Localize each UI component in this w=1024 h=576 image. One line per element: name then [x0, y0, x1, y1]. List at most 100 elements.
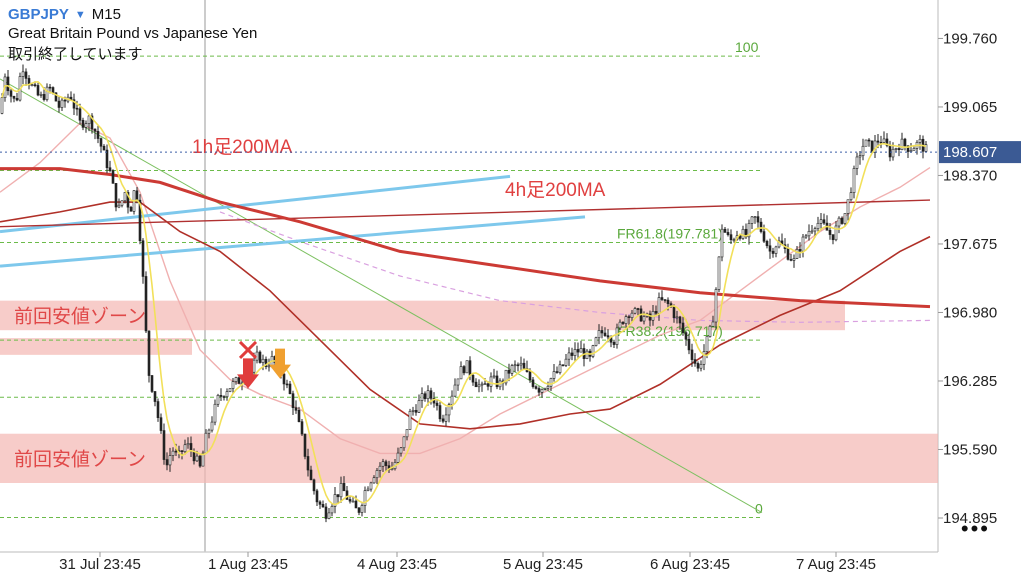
candle-body: [6, 76, 10, 92]
candle-body: [660, 297, 664, 300]
candle-body: [219, 395, 223, 397]
arrow-down-icon: [269, 348, 291, 379]
candle-body: [723, 228, 727, 233]
symbol-selector[interactable]: GBPJPY: [8, 6, 69, 23]
candle-body: [369, 482, 373, 490]
candle-body: [330, 506, 334, 514]
more-options-icon[interactable]: •••: [960, 516, 990, 541]
y-tick-label: 196.285: [943, 373, 997, 390]
symbol-description: Great Britain Pound vs Japanese Yen: [8, 25, 258, 42]
candle-body: [594, 337, 598, 346]
candle-body: [483, 383, 487, 385]
candle-body: [327, 512, 331, 519]
candle-body: [621, 321, 625, 324]
candle-body: [84, 123, 88, 128]
candle-body: [408, 411, 412, 430]
candle-body: [192, 450, 196, 462]
candle-body: [318, 501, 322, 505]
candle-body: [297, 409, 301, 422]
x-tick-label: 5 Aug 23:45: [503, 556, 583, 573]
candle-body: [507, 369, 511, 374]
candle-body: [675, 316, 679, 319]
candle-body: [204, 432, 208, 454]
candle-body: [99, 138, 103, 147]
candle-body: [183, 444, 187, 452]
candle-body: [453, 384, 457, 397]
candle-body: [111, 170, 115, 184]
candle-body: [171, 450, 175, 456]
candle-body: [558, 364, 562, 373]
candle-body: [381, 461, 385, 467]
candle-body: [792, 258, 796, 261]
candle-body: [654, 311, 658, 314]
candle-body: [123, 192, 127, 202]
candle-body: [222, 396, 226, 398]
candle-body: [198, 455, 202, 467]
trendline-blue: [0, 174, 511, 234]
candle-body: [891, 148, 895, 158]
axis-layer: 199.760 199.065 198.370 197.675 196.980 196.2…: [0, 30, 1021, 573]
y-tick-label: 195.590: [943, 441, 997, 458]
candle-body: [855, 156, 859, 169]
candle-body: [429, 390, 433, 399]
candle-body: [834, 225, 838, 241]
candle-body: [312, 479, 316, 492]
candle-body: [45, 86, 49, 100]
ma-fast-line: [1, 80, 927, 506]
candle-body: [681, 322, 685, 333]
candle-body: [696, 363, 700, 369]
ma-annotation: 1h足200MA: [192, 137, 293, 158]
candle-body: [732, 239, 736, 242]
candle-body: [492, 375, 496, 378]
candle-body: [174, 450, 178, 453]
candle-body: [630, 312, 634, 318]
candle-body: [378, 465, 382, 471]
candle-body: [699, 363, 703, 369]
candle-body: [519, 362, 523, 366]
x-tick-label: 7 Aug 23:45: [796, 556, 876, 573]
candle-body: [36, 85, 40, 96]
candle-body: [759, 221, 763, 232]
candle-body: [897, 148, 901, 150]
candle-body: [579, 348, 583, 353]
candle-body: [564, 358, 568, 366]
candle-body: [141, 240, 145, 277]
candle-body: [375, 470, 379, 479]
x-tick-label: 1 Aug 23:45: [208, 556, 288, 573]
timeframe-label[interactable]: M15: [91, 6, 121, 23]
ma200-4h-line: [0, 199, 931, 228]
candle-body: [576, 349, 580, 353]
candle-body: [12, 96, 16, 99]
fibo-level-label: 100: [735, 39, 759, 55]
y-tick-label: 198.370: [943, 167, 997, 184]
candle-body: [162, 430, 166, 460]
candle-body: [738, 235, 742, 239]
candle-body: [753, 216, 757, 218]
candle-body: [120, 200, 124, 206]
candle-body: [282, 373, 286, 385]
candle-body: [555, 371, 559, 373]
candle-body: [627, 316, 631, 318]
candle-body: [126, 192, 130, 208]
candle-body: [687, 338, 691, 351]
candle-body: [306, 456, 310, 471]
candle-body: [552, 371, 556, 379]
ma-annotation: 4h足200MA: [505, 180, 606, 201]
fibo-trendline: [0, 78, 763, 514]
candle-body: [450, 395, 454, 405]
cross-icon: [238, 340, 258, 359]
candle-body: [225, 391, 229, 398]
candle-body: [444, 414, 448, 422]
candle-body: [135, 190, 139, 201]
candle-body: [372, 477, 376, 484]
market-status: 取引終了しています: [8, 46, 143, 63]
candle-body: [357, 507, 361, 513]
candle-body: [657, 297, 661, 314]
candle-body: [129, 206, 133, 212]
current-price-badge: [939, 141, 1021, 164]
chevron-down-icon[interactable]: ▼: [74, 8, 86, 21]
candle-body: [339, 483, 343, 498]
candle-body: [390, 468, 394, 470]
candle-body: [351, 500, 355, 503]
